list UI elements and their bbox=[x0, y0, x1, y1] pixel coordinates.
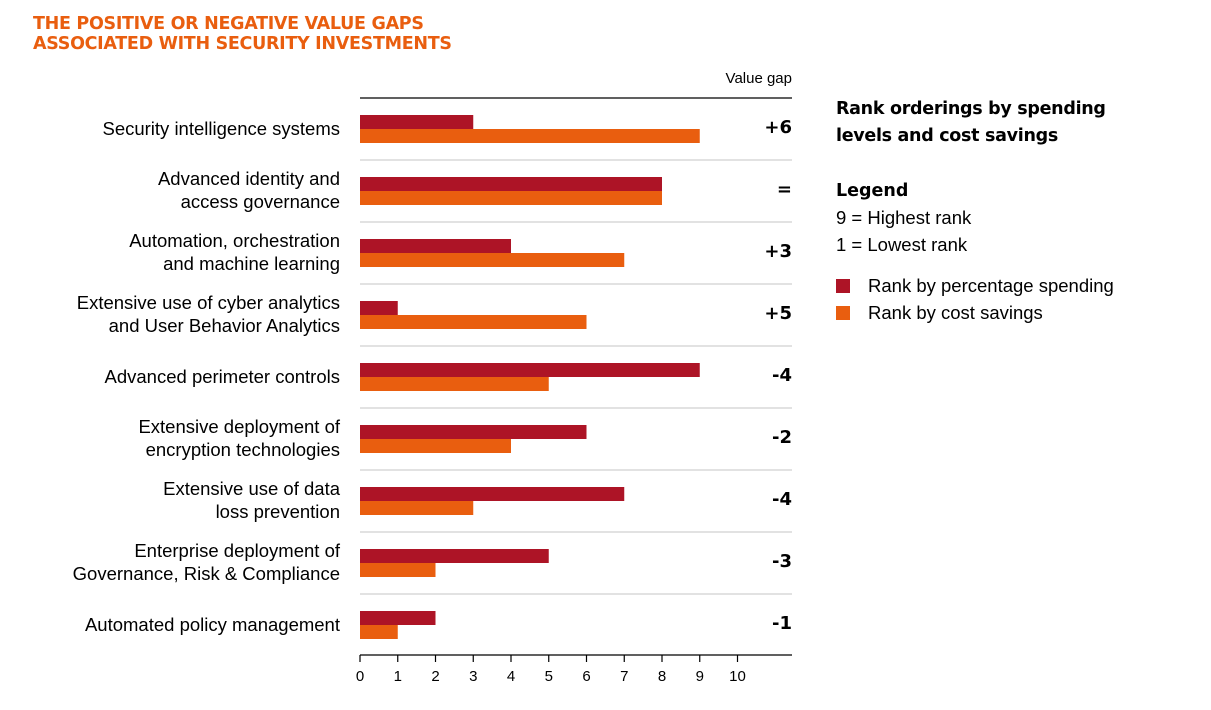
legend-swatch-cost-savings bbox=[836, 306, 850, 320]
category-label-line: Advanced identity and bbox=[157, 168, 340, 189]
bar-spending bbox=[360, 487, 625, 501]
value-gap: -2 bbox=[772, 427, 792, 448]
category-label-line: Governance, Risk & Compliance bbox=[72, 563, 340, 584]
bar-spending bbox=[360, 239, 511, 253]
legend-title: Legend bbox=[836, 181, 909, 201]
bar-spending bbox=[360, 611, 436, 625]
x-tick-label: 8 bbox=[658, 668, 666, 685]
bar-spending bbox=[360, 115, 474, 129]
x-tick-label: 0 bbox=[356, 668, 364, 685]
category-label-line: Enterprise deployment of bbox=[134, 540, 340, 561]
x-tick-label: 7 bbox=[620, 668, 628, 685]
category-label-line: Extensive deployment of bbox=[138, 416, 340, 437]
bar-cost-savings bbox=[360, 377, 549, 391]
bar-spending bbox=[360, 363, 700, 377]
x-tick-label: 10 bbox=[729, 668, 746, 685]
legend-panel: Rank orderings by spending levels and co… bbox=[836, 96, 1136, 326]
bar-spending bbox=[360, 301, 398, 315]
bar-cost-savings bbox=[360, 129, 700, 143]
bar-spending bbox=[360, 177, 662, 191]
legend-heading: Rank orderings by spending levels and co… bbox=[836, 99, 1106, 146]
value-gap: +5 bbox=[764, 303, 792, 324]
bar-cost-savings bbox=[360, 191, 662, 205]
category-label-line: Extensive use of cyber analytics bbox=[76, 292, 340, 313]
value-gap: -4 bbox=[772, 365, 792, 386]
legend-swatch-spending bbox=[836, 279, 850, 293]
category-label-line: Extensive use of data bbox=[163, 478, 340, 499]
legend-item-spending: Rank by percentage spending bbox=[836, 272, 1136, 299]
bar-spending bbox=[360, 549, 549, 563]
value-gap-header: Value gap bbox=[725, 70, 792, 87]
category-label: Extensive use of data loss prevention bbox=[0, 477, 340, 523]
category-label: Extensive deployment of encryption techno… bbox=[0, 415, 340, 461]
value-gap: -3 bbox=[772, 551, 792, 572]
category-label: Automated policy management bbox=[0, 613, 340, 636]
legend-item-cost-savings: Rank by cost savings bbox=[836, 299, 1136, 326]
value-gap: -1 bbox=[772, 613, 792, 634]
x-tick-label: 4 bbox=[507, 668, 515, 685]
category-label-line: encryption technologies bbox=[145, 439, 340, 460]
bar-cost-savings bbox=[360, 501, 474, 515]
chart-title-line-2: ASSOCIATED WITH SECURITY INVESTMENTS bbox=[33, 34, 452, 54]
chart-title: THE POSITIVE OR NEGATIVE VALUE GAPS ASSO… bbox=[33, 14, 452, 54]
value-gap: +6 bbox=[764, 117, 792, 138]
bar-cost-savings bbox=[360, 315, 587, 329]
x-tick-label: 2 bbox=[431, 668, 439, 685]
legend-label-cost-savings: Rank by cost savings bbox=[868, 302, 1043, 323]
category-label-line: loss prevention bbox=[215, 501, 340, 522]
category-label-line: access governance bbox=[180, 191, 340, 212]
bar-cost-savings bbox=[360, 625, 398, 639]
x-tick-label: 1 bbox=[394, 668, 402, 685]
category-label: Enterprise deployment of Governance, Risk… bbox=[0, 539, 340, 585]
bar-cost-savings bbox=[360, 563, 436, 577]
category-label: Automation, orchestration and machine lea… bbox=[0, 229, 340, 275]
x-tick-label: 6 bbox=[582, 668, 590, 685]
legend-highest-rank: 9 = Highest rank bbox=[836, 207, 972, 228]
bar-cost-savings bbox=[360, 253, 625, 267]
bar-spending bbox=[360, 425, 587, 439]
value-gap: +3 bbox=[764, 241, 792, 262]
legend-lowest-rank: 1 = Lowest rank bbox=[836, 234, 968, 255]
category-label-line: and User Behavior Analytics bbox=[108, 315, 340, 336]
x-tick-label: 3 bbox=[469, 668, 477, 685]
category-label: Extensive use of cyber analytics and User… bbox=[0, 291, 340, 337]
category-label-line: Advanced perimeter controls bbox=[104, 365, 340, 387]
category-label-line: Automation, orchestration bbox=[129, 230, 340, 251]
category-label: Security intelligence systems bbox=[0, 117, 340, 140]
category-label-line: Security intelligence systems bbox=[102, 117, 340, 139]
bar-cost-savings bbox=[360, 439, 511, 453]
x-tick-label: 9 bbox=[696, 668, 704, 685]
chart-title-line-1: THE POSITIVE OR NEGATIVE VALUE GAPS bbox=[33, 14, 424, 34]
category-label: Advanced perimeter controls bbox=[0, 365, 340, 388]
x-tick-label: 5 bbox=[545, 668, 553, 685]
legend-label-spending: Rank by percentage spending bbox=[868, 275, 1114, 296]
category-label-line: and machine learning bbox=[163, 253, 340, 274]
category-label: Advanced identity and access governance bbox=[0, 167, 340, 213]
category-label-line: Automated policy management bbox=[84, 613, 340, 635]
value-gap: -4 bbox=[772, 489, 792, 510]
value-gap: = bbox=[776, 179, 792, 200]
